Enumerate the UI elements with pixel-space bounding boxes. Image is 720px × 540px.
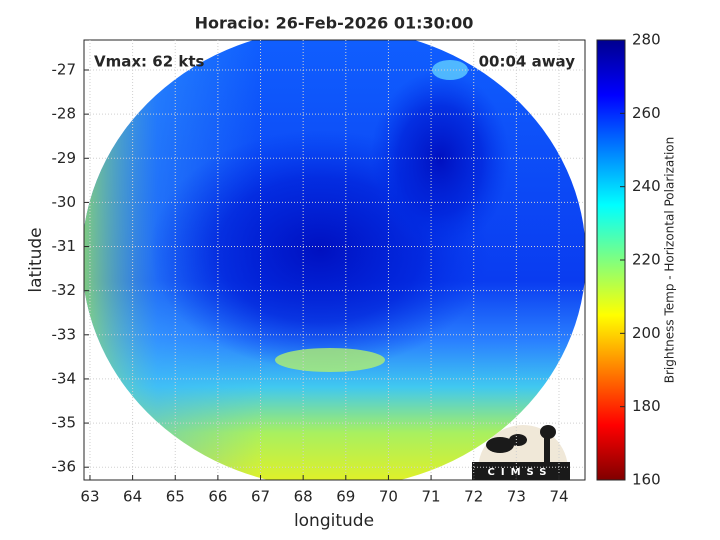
- y-tick-label: -29: [52, 149, 77, 167]
- colorbar-tick-label: 240: [632, 177, 661, 195]
- colorbar-tick-label: 180: [632, 397, 661, 415]
- y-tick-label: -32: [52, 281, 77, 299]
- y-tick-label: -36: [52, 458, 77, 476]
- y-tick-label: -33: [52, 325, 77, 343]
- x-tick-label: 73: [507, 488, 526, 506]
- x-tick-label: 64: [123, 488, 142, 506]
- cimss-logo: CIMSS: [472, 425, 570, 480]
- y-tick-label: -34: [52, 369, 77, 387]
- x-tick-label: 67: [251, 488, 270, 506]
- chart-title: Horacio: 26-Feb-2026 01:30:00: [195, 14, 474, 33]
- logo-text: CIMSS: [488, 467, 553, 478]
- annotation: 00:04 away: [479, 53, 576, 71]
- satellite-image: [84, 40, 585, 480]
- colorbar-label: Brightness Temp - Horizontal Polarizatio…: [663, 137, 677, 384]
- x-tick-label: 68: [294, 488, 313, 506]
- x-tick-label: 63: [80, 488, 99, 506]
- colorbar-tick-label: 220: [632, 251, 661, 269]
- x-tick-label: 74: [549, 488, 568, 506]
- x-tick-label: 65: [166, 488, 185, 506]
- plot-frame: [83, 39, 586, 481]
- annotation: Vmax: 62 kts: [94, 53, 204, 71]
- x-tick-label: 69: [336, 488, 355, 506]
- x-tick-label: 71: [422, 488, 441, 506]
- y-tick-label: -28: [52, 105, 77, 123]
- y-tick-label: -27: [52, 61, 77, 79]
- y-axis-label: latitude: [26, 227, 46, 292]
- colorbar-tick-label: 160: [632, 471, 661, 489]
- y-tick-label: -35: [52, 414, 77, 432]
- y-tick-label: -31: [52, 237, 77, 255]
- x-axis-label: longitude: [294, 511, 374, 531]
- x-tick-label: 66: [208, 488, 227, 506]
- x-tick-label: 72: [464, 488, 483, 506]
- y-tick-label: -30: [52, 193, 77, 211]
- colorbar-tick-label: 200: [632, 324, 661, 342]
- colorbar-tick-label: 280: [632, 31, 661, 49]
- colorbar-tick-label: 260: [632, 104, 661, 122]
- x-tick-label: 70: [379, 488, 398, 506]
